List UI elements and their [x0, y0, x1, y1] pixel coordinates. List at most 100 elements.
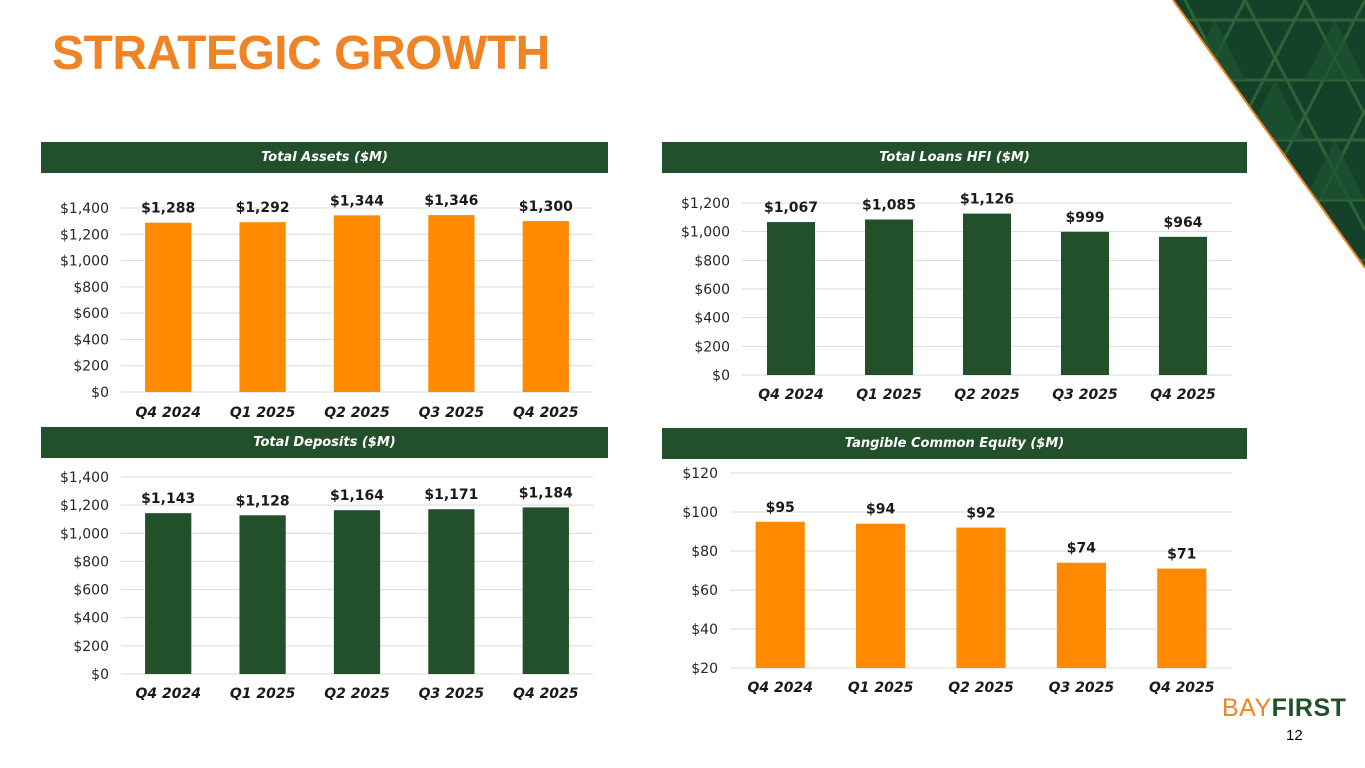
x-tick-label: Q4 2024 [747, 680, 812, 696]
x-tick-label: Q4 2025 [513, 686, 579, 702]
x-tick-label: Q1 2025 [230, 405, 296, 421]
total-loans-header: Total Loans HFI ($M) [662, 142, 1247, 173]
data-label: $1,184 [519, 485, 573, 501]
logo-first-text: FIRST [1271, 694, 1347, 722]
data-label: $95 [766, 500, 795, 516]
x-tick-label: Q4 2024 [758, 387, 823, 403]
total-deposits-header: Total Deposits ($M) [41, 427, 608, 458]
data-label: $71 [1167, 547, 1196, 563]
tangible-equity-panel: Tangible Common Equity ($M) $20 $40 $60 $80… [662, 428, 1247, 708]
bar [145, 513, 192, 674]
data-label: $1,164 [330, 488, 384, 504]
data-label: $1,300 [519, 199, 573, 215]
total-deposits-panel: Total Deposits ($M) $0 $200 $400 $600 $800 $1… [41, 427, 608, 712]
x-tick-label: Q2 2025 [954, 387, 1020, 403]
data-label: $1,128 [236, 493, 290, 509]
tangible-equity-header: Tangible Common Equity ($M) [662, 428, 1247, 459]
y-tick-label: $1,400 [60, 201, 109, 217]
data-label: $92 [966, 506, 995, 522]
bar [864, 219, 914, 375]
bar [239, 222, 286, 392]
x-tick-label: Q3 2025 [419, 686, 485, 702]
y-tick-label: $1,000 [681, 225, 730, 241]
y-tick-label: $80 [691, 544, 718, 560]
x-tick-label: Q1 2025 [848, 680, 914, 696]
y-tick-label: $1,200 [681, 196, 730, 212]
bar [428, 509, 475, 674]
y-tick-label: $1,000 [60, 254, 109, 270]
x-tick-label: Q2 2025 [948, 680, 1014, 696]
data-label: $999 [1066, 210, 1105, 226]
total-assets-chart: $0 $200 $400 $600 $800 $1,000 $1,200 $1,400 $1,2… [60, 193, 593, 421]
y-tick-label: $1,000 [60, 526, 109, 542]
bar [766, 222, 816, 375]
tangible-equity-chart: $20 $40 $60 $80 $100 $120 $95 Q4 2024 $94 Q1 2025… [682, 466, 1232, 696]
bar [522, 221, 569, 392]
y-tick-label: $200 [73, 639, 109, 655]
y-tick-label: $1,400 [60, 470, 109, 486]
data-label: $1,346 [424, 193, 478, 209]
bayfirst-logo: BAYFIRST [1222, 694, 1346, 723]
y-tick-label: $1,200 [60, 227, 109, 243]
bar [522, 507, 569, 674]
y-tick-label: $60 [691, 583, 718, 599]
data-label: $1,143 [141, 491, 195, 507]
y-tick-label: $0 [91, 667, 109, 683]
data-label: $964 [1164, 215, 1203, 231]
data-label: $1,171 [424, 487, 478, 503]
data-label: $94 [866, 502, 895, 518]
page-title: STRATEGIC GROWTH [52, 27, 550, 80]
y-tick-label: $600 [73, 306, 109, 322]
bar [956, 527, 1006, 668]
x-tick-label: Q2 2025 [324, 686, 390, 702]
y-tick-label: $20 [691, 661, 718, 677]
bar [239, 515, 286, 674]
x-tick-label: Q3 2025 [419, 405, 485, 421]
x-tick-label: Q1 2025 [856, 387, 922, 403]
bar [145, 222, 192, 392]
x-tick-label: Q4 2025 [513, 405, 579, 421]
data-label: $1,288 [141, 201, 195, 217]
total-assets-panel: Total Assets ($M) $0 $200 $400 $600 $800 $1,0… [41, 142, 608, 430]
bar [1158, 236, 1208, 375]
y-tick-label: $200 [73, 359, 109, 375]
corner-pattern-graphic [1172, 0, 1365, 269]
total-loans-panel: Total Loans HFI ($M) $0 $200 $400 $600 $800 $… [662, 142, 1247, 412]
y-tick-label: $600 [73, 583, 109, 599]
x-tick-label: Q2 2025 [324, 405, 390, 421]
bar [428, 215, 475, 392]
data-label: $1,344 [330, 193, 384, 209]
data-label: $1,085 [862, 197, 916, 213]
y-tick-label: $400 [694, 311, 730, 327]
total-deposits-chart: $0 $200 $400 $600 $800 $1,000 $1,200 $1,400 $1,1… [60, 470, 593, 702]
y-tick-label: $120 [682, 466, 718, 482]
y-tick-label: $0 [712, 368, 730, 384]
x-tick-label: Q4 2025 [1150, 387, 1216, 403]
y-tick-label: $1,200 [60, 498, 109, 514]
y-tick-label: $600 [694, 282, 730, 298]
bar [1060, 231, 1110, 375]
total-assets-header: Total Assets ($M) [41, 142, 608, 173]
data-label: $1,292 [236, 200, 290, 216]
y-tick-label: $800 [73, 280, 109, 296]
data-label: $1,067 [764, 200, 818, 216]
y-tick-label: $100 [682, 505, 718, 521]
x-tick-label: Q1 2025 [230, 686, 296, 702]
corner-accent-line [1172, 0, 1365, 269]
y-tick-label: $400 [73, 332, 109, 348]
bar [333, 510, 381, 674]
x-tick-label: Q4 2024 [135, 405, 200, 421]
x-tick-label: Q4 2024 [135, 686, 200, 702]
total-loans-chart: $0 $200 $400 $600 $800 $1,000 $1,200 $1,067 Q4 2… [681, 192, 1232, 403]
logo-bay-text: BAY [1222, 694, 1272, 722]
data-label: $74 [1067, 541, 1096, 557]
y-tick-label: $0 [91, 385, 109, 401]
x-tick-label: Q3 2025 [1052, 387, 1118, 403]
y-tick-label: $40 [691, 622, 718, 638]
y-tick-label: $800 [73, 554, 109, 570]
y-tick-label: $400 [73, 611, 109, 627]
y-tick-label: $200 [694, 339, 730, 355]
bar [333, 215, 381, 392]
bar [755, 521, 805, 668]
data-label: $1,126 [960, 192, 1014, 208]
